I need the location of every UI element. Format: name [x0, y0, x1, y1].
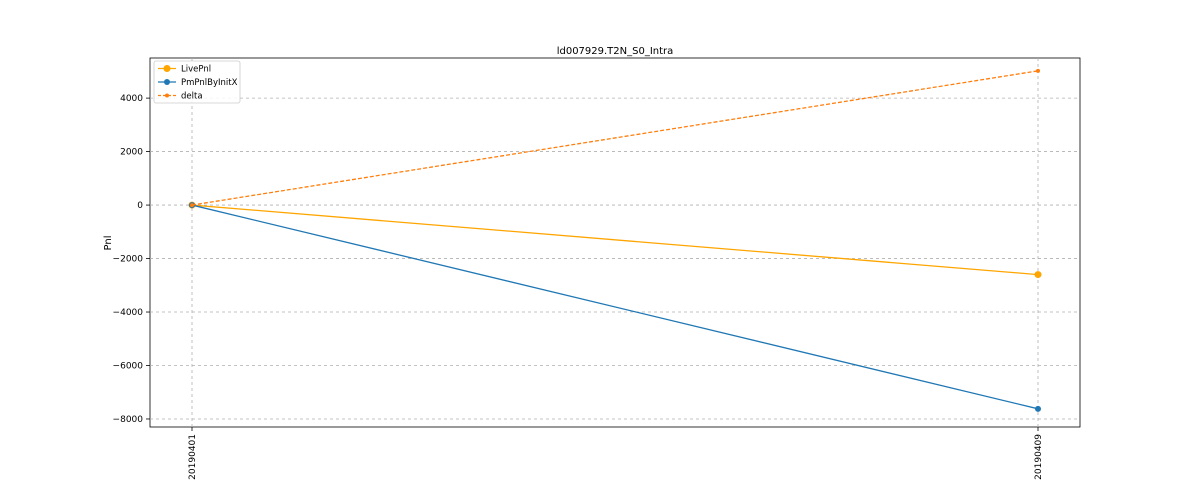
y-tick-label: −4000 [113, 308, 144, 318]
data-point-delta [1036, 68, 1040, 73]
y-axis-label: Pnl [103, 236, 114, 251]
legend-label-pmpnlbyinitx: PmPnlByInitX [181, 78, 238, 88]
grid [150, 58, 1080, 427]
y-tick-label: −2000 [113, 255, 144, 265]
x-tick-label: 20190409 [1034, 434, 1044, 480]
legend-marker-delta [165, 93, 169, 98]
legend-box [153, 60, 241, 104]
series-line-livepnl [191, 204, 1039, 276]
y-axis: 4000 2000 0 −2000 −4000 −6000 −8000 [113, 94, 150, 425]
legend-marker-livepnl [163, 65, 171, 72]
data-point-pmpnlbyinitx [1035, 405, 1041, 412]
y-tick-label: 2000 [120, 148, 143, 158]
series-line-delta [191, 70, 1039, 206]
x-tick-label: 20190401 [188, 434, 198, 480]
legend-label-delta: delta [181, 92, 203, 102]
data-point-livepnl [1034, 271, 1042, 279]
legend-marker-pmpnlbyinitx [164, 79, 170, 85]
plot-area [149, 57, 1081, 428]
y-tick-label: 4000 [120, 94, 143, 104]
legend: LivePnl PmPnlByInitX delta [153, 60, 241, 104]
data-point-delta [190, 203, 194, 208]
legend-label-livepnl: LivePnl [181, 65, 211, 75]
series-layer [188, 68, 1042, 412]
y-tick-label: −8000 [113, 415, 144, 425]
y-tick-label: −6000 [113, 362, 144, 372]
chart-title: ld007929.T2N_S0_Intra [557, 46, 674, 57]
series-line-pmpnlbyinitx [191, 204, 1039, 410]
x-axis: 20190401 20190409 [188, 427, 1044, 480]
y-tick-label: 0 [137, 201, 143, 211]
